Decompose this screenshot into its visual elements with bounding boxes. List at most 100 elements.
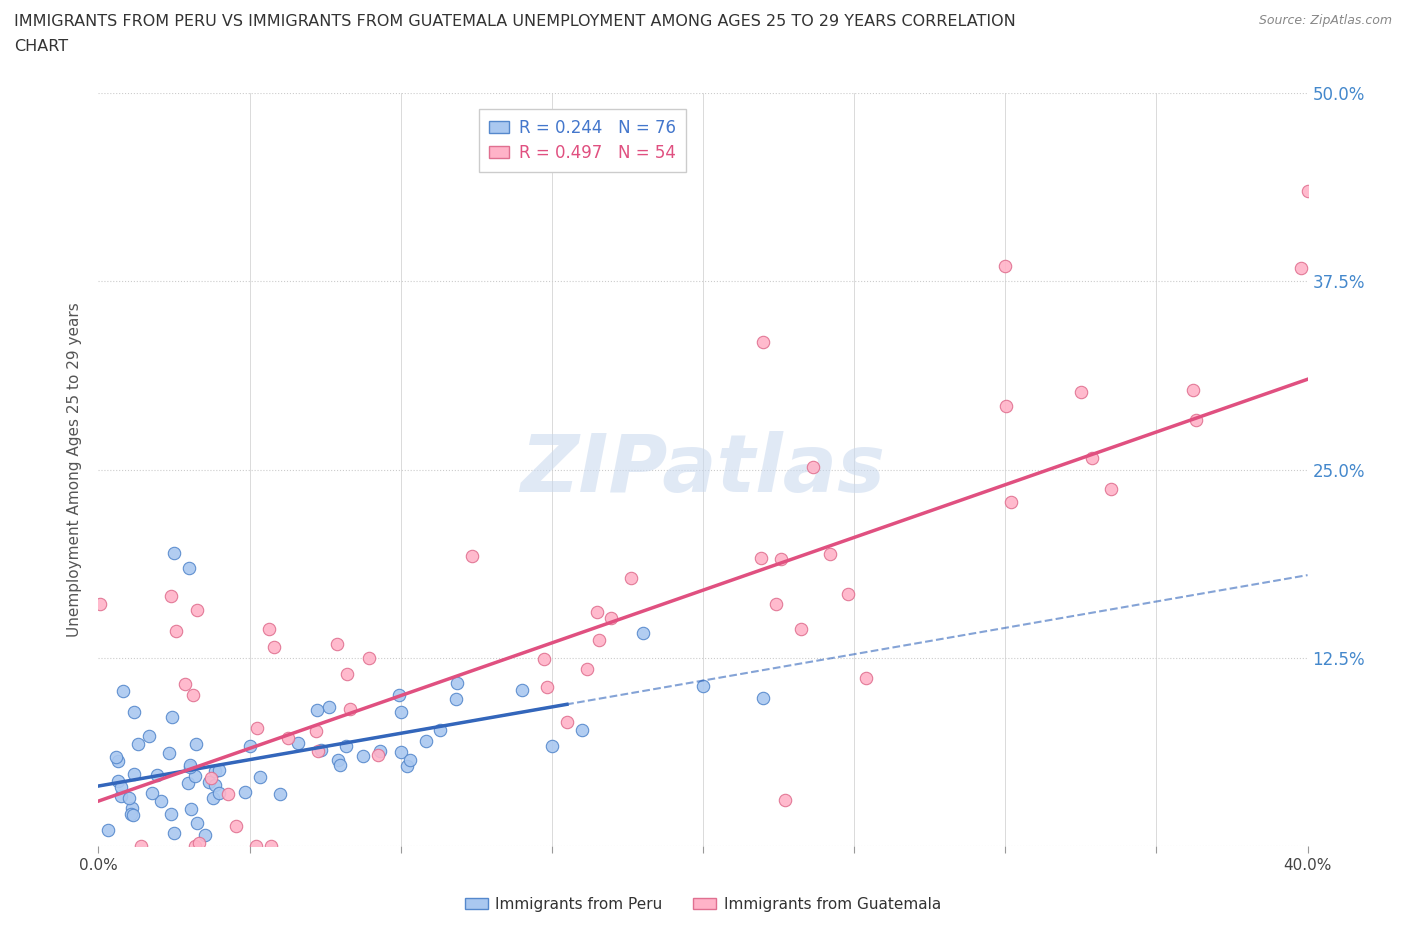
Point bbox=[188, 835, 211, 850]
Legend: Immigrants from Peru, Immigrants from Guatemala: Immigrants from Peru, Immigrants from Gu… bbox=[458, 891, 948, 918]
Point bbox=[336, 666, 359, 681]
Point bbox=[166, 623, 188, 638]
Point bbox=[773, 792, 796, 807]
Point bbox=[329, 758, 352, 773]
Point bbox=[586, 604, 609, 619]
Point bbox=[180, 802, 202, 817]
Point bbox=[1296, 183, 1319, 198]
Point bbox=[225, 818, 247, 833]
Point bbox=[429, 723, 451, 737]
Point bbox=[1000, 495, 1022, 510]
Point bbox=[260, 839, 283, 854]
Point bbox=[110, 789, 132, 804]
Point bbox=[277, 730, 299, 745]
Point bbox=[396, 758, 419, 773]
Point bbox=[444, 691, 467, 706]
Point bbox=[335, 738, 357, 753]
Point bbox=[163, 826, 186, 841]
Point bbox=[217, 787, 239, 802]
Point bbox=[367, 748, 389, 763]
Point bbox=[269, 787, 291, 802]
Point bbox=[352, 749, 374, 764]
Point bbox=[146, 767, 169, 782]
Point bbox=[110, 779, 132, 794]
Point bbox=[855, 671, 877, 685]
Point bbox=[801, 459, 824, 474]
Point bbox=[107, 774, 129, 789]
Point bbox=[510, 683, 533, 698]
Text: ZIPatlas: ZIPatlas bbox=[520, 431, 886, 509]
Point bbox=[837, 587, 859, 602]
Point bbox=[174, 677, 197, 692]
Point bbox=[208, 763, 231, 777]
Point bbox=[104, 750, 127, 764]
Point bbox=[368, 744, 391, 759]
Point bbox=[233, 784, 256, 799]
Point bbox=[181, 688, 204, 703]
Point bbox=[204, 764, 226, 779]
Point bbox=[201, 790, 224, 805]
Point bbox=[461, 549, 484, 564]
Point bbox=[200, 771, 222, 786]
Point bbox=[287, 735, 309, 750]
Point bbox=[179, 760, 201, 775]
Point bbox=[1291, 260, 1313, 275]
Point bbox=[1182, 382, 1205, 397]
Point bbox=[157, 746, 180, 761]
Point bbox=[127, 737, 149, 751]
Point bbox=[309, 742, 332, 757]
Point bbox=[121, 807, 143, 822]
Point bbox=[994, 259, 1017, 273]
Point bbox=[818, 546, 841, 561]
Point bbox=[97, 822, 120, 837]
Point bbox=[121, 801, 143, 816]
Point bbox=[163, 545, 186, 560]
Y-axis label: Unemployment Among Ages 25 to 29 years: Unemployment Among Ages 25 to 29 years bbox=[67, 302, 83, 637]
Point bbox=[1099, 482, 1122, 497]
Point bbox=[122, 704, 145, 719]
Point bbox=[124, 767, 146, 782]
Point bbox=[389, 745, 412, 760]
Point bbox=[588, 633, 610, 648]
Point bbox=[631, 626, 654, 641]
Point bbox=[249, 770, 271, 785]
Point bbox=[326, 752, 349, 767]
Point bbox=[318, 699, 340, 714]
Point bbox=[536, 679, 558, 694]
Point bbox=[89, 596, 111, 611]
Point bbox=[752, 691, 775, 706]
Point bbox=[183, 839, 205, 854]
Point bbox=[160, 589, 183, 604]
Point bbox=[388, 688, 411, 703]
Point bbox=[179, 560, 201, 575]
Text: CHART: CHART bbox=[14, 39, 67, 54]
Point bbox=[620, 570, 643, 585]
Point bbox=[575, 661, 598, 676]
Point bbox=[557, 714, 579, 729]
Point bbox=[446, 675, 468, 690]
Point bbox=[399, 752, 422, 767]
Point bbox=[179, 757, 201, 772]
Point bbox=[246, 721, 269, 736]
Point bbox=[259, 622, 281, 637]
Point bbox=[160, 806, 183, 821]
Point bbox=[204, 777, 226, 792]
Point bbox=[339, 702, 361, 717]
Point bbox=[389, 704, 412, 719]
Point bbox=[751, 550, 773, 565]
Point bbox=[208, 785, 231, 800]
Point bbox=[765, 597, 787, 612]
Point bbox=[1081, 450, 1104, 465]
Point bbox=[107, 753, 129, 768]
Point bbox=[995, 399, 1018, 414]
Point bbox=[326, 636, 349, 651]
Point bbox=[533, 652, 555, 667]
Point bbox=[571, 723, 593, 737]
Point bbox=[307, 744, 329, 759]
Point bbox=[769, 551, 792, 566]
Point bbox=[239, 738, 262, 753]
Point bbox=[177, 776, 200, 790]
Point bbox=[540, 738, 562, 753]
Point bbox=[415, 734, 437, 749]
Point bbox=[305, 724, 328, 738]
